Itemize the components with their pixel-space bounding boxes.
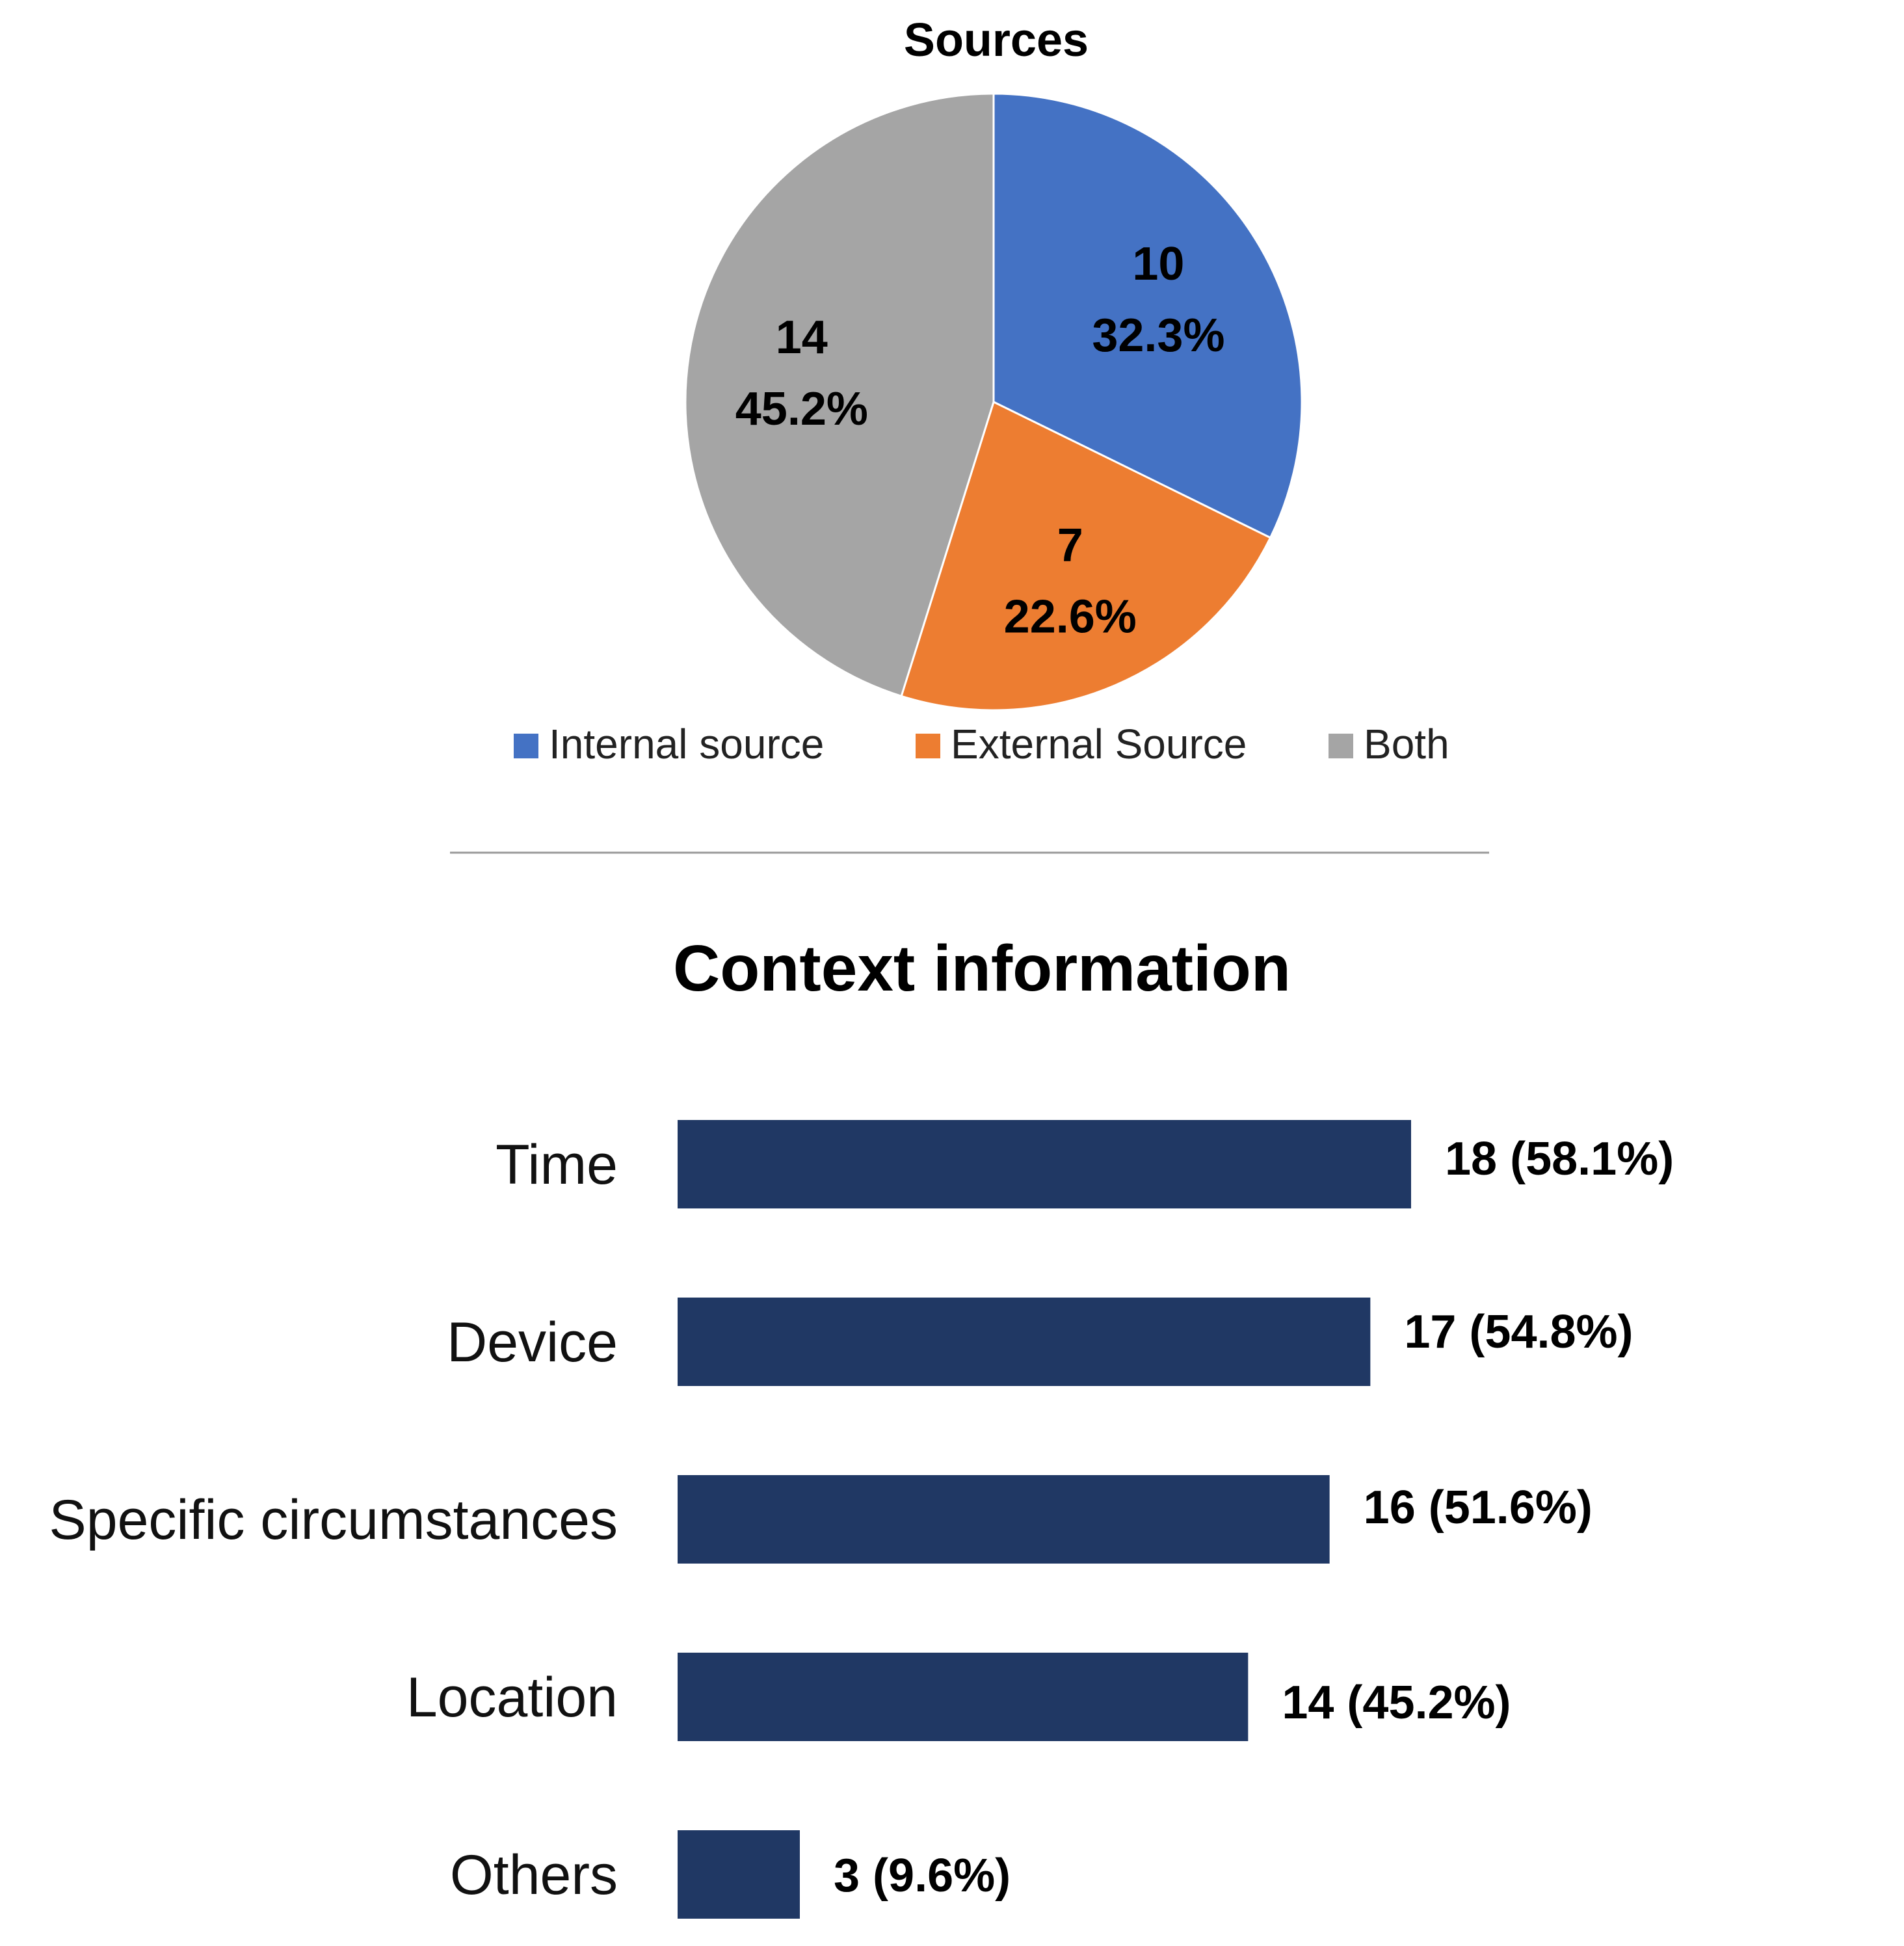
bar-device bbox=[678, 1298, 1371, 1386]
bar-chart-title: Context information bbox=[673, 932, 1291, 1005]
legend-item-internal-source: Internal source bbox=[514, 721, 824, 767]
category-label-time: Time bbox=[496, 1134, 618, 1196]
bar-location bbox=[678, 1653, 1249, 1741]
bar-value-label: 3 (9.6%) bbox=[834, 1850, 1011, 1902]
legend-item-external-source: External Source bbox=[916, 721, 1247, 767]
category-label-others: Others bbox=[450, 1844, 618, 1906]
pie-percent-label: 22.6% bbox=[1004, 591, 1137, 643]
category-label-location: Location bbox=[406, 1666, 618, 1729]
bar-value-label: 17 (54.8%) bbox=[1404, 1306, 1633, 1358]
bar-others bbox=[678, 1830, 800, 1919]
pie-percent-label: 45.2% bbox=[735, 383, 868, 435]
bar-value-label: 16 (51.6%) bbox=[1364, 1482, 1593, 1534]
pie-title: Sources bbox=[904, 14, 1089, 66]
bar-specific-circumstances bbox=[678, 1475, 1330, 1564]
legend-label: Both bbox=[1364, 721, 1449, 767]
pie-slices bbox=[684, 92, 1303, 712]
legend-swatch bbox=[514, 734, 538, 758]
legend-label: External Source bbox=[951, 721, 1247, 767]
bar-chart: Context information Time 18 (58.1%) Device… bbox=[49, 932, 1674, 1919]
legend-label: Internal source bbox=[549, 721, 824, 767]
pie-slice-internal-source bbox=[992, 92, 1303, 539]
pie-value-label: 14 bbox=[776, 312, 828, 364]
legend-swatch bbox=[1329, 734, 1353, 758]
pie-value-label: 7 bbox=[1057, 519, 1083, 571]
pie-chart: Sources 10 32.3% 7 22.6% 14 45.2% Internal so… bbox=[514, 14, 1449, 767]
bar-time bbox=[678, 1120, 1411, 1208]
legend-swatch bbox=[916, 734, 940, 758]
pie-value-label: 10 bbox=[1132, 238, 1184, 290]
pie-legend: Internal source External Source Both bbox=[514, 721, 1449, 767]
pie-slice-both bbox=[684, 92, 995, 698]
legend-item-both: Both bbox=[1329, 721, 1449, 767]
bar-value-label: 18 (58.1%) bbox=[1445, 1133, 1674, 1185]
pie-labels: 10 32.3% 7 22.6% 14 45.2% bbox=[735, 238, 1225, 643]
bar-value-label: 14 (45.2%) bbox=[1282, 1677, 1511, 1729]
pie-percent-label: 32.3% bbox=[1092, 310, 1224, 362]
category-label-specific-circumstances: Specific circumstances bbox=[49, 1489, 618, 1551]
category-label-device: Device bbox=[447, 1311, 618, 1374]
bar-marks: Time 18 (58.1%) Device 17 (54.8%) Specific c… bbox=[49, 1120, 1674, 1919]
pie-slice-external-source bbox=[900, 400, 1272, 712]
